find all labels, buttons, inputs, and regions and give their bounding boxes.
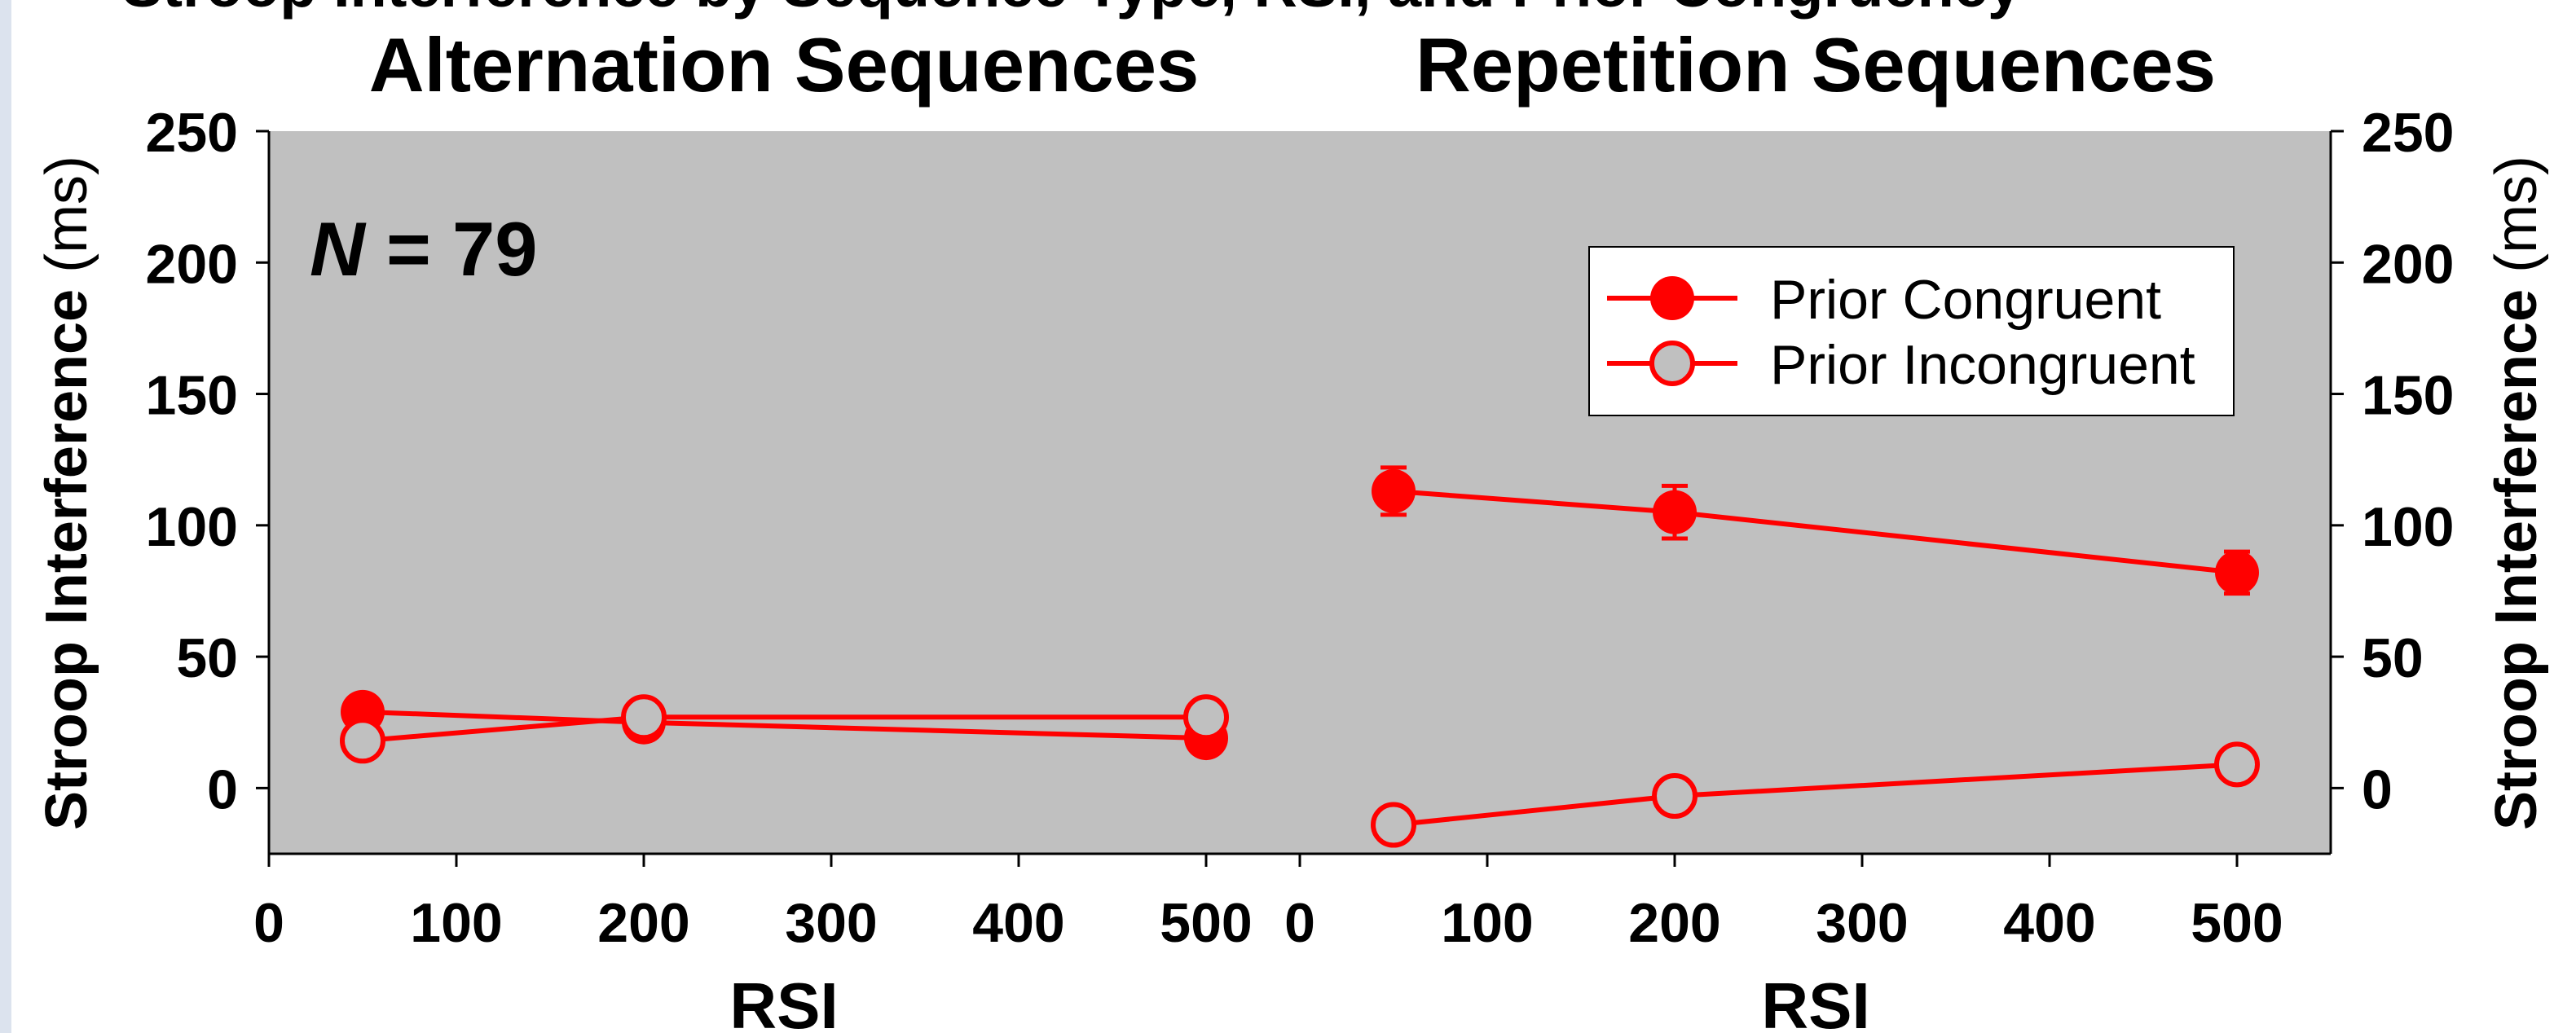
legend-label-congruent: Prior Congruent: [1770, 269, 2161, 331]
y-tick-label-left: 50: [176, 627, 238, 689]
x-tick-label-repetition: 200: [1628, 892, 1720, 954]
x-tick-label-alternation: 400: [972, 892, 1064, 954]
y-tick-label-right: 0: [2362, 758, 2393, 820]
y-tick-label-right: 50: [2362, 627, 2424, 689]
panel-title-alternation: Alternation Sequences: [369, 22, 1200, 108]
point-incongruent-alternation: [340, 718, 385, 764]
x-tick-label-alternation: 200: [597, 892, 689, 954]
y-axis-label-right: Stroop Interference (ms): [2484, 156, 2549, 830]
y-axis-label-left: Stroop Interference (ms): [34, 156, 99, 830]
n-label-italic: N: [310, 206, 367, 292]
y-tick-label-left: 200: [146, 233, 238, 295]
legend-marker-congruent: [1650, 276, 1694, 320]
x-axis-label-left: RSI: [729, 969, 838, 1033]
y-tick-label-left: 250: [146, 102, 238, 164]
point-congruent-repetition: [1372, 468, 1416, 513]
point-incongruent-repetition: [2214, 741, 2260, 788]
x-tick-label-alternation: 500: [1160, 892, 1252, 954]
x-tick-label-repetition: 100: [1441, 892, 1533, 954]
legend-box: [1588, 246, 2235, 416]
y-tick-label-right: 150: [2362, 365, 2454, 427]
y-tick-label-left: 150: [146, 365, 238, 427]
y-axis-label-left-unit: (ms): [34, 156, 99, 289]
series-layer: [340, 465, 2260, 848]
point-congruent-repetition: [2215, 550, 2259, 595]
x-tick-label-repetition: 300: [1816, 892, 1908, 954]
legend-marker-incongruent: [1649, 341, 1695, 386]
point-congruent-repetition: [1653, 490, 1697, 534]
y-tick-label-right: 250: [2362, 102, 2454, 164]
panel-title-repetition: Repetition Sequences: [1416, 22, 2216, 108]
y-tick-label-right: 100: [2362, 496, 2454, 558]
point-incongruent-alternation: [621, 694, 667, 741]
legend-label-incongruent: Prior Incongruent: [1770, 334, 2195, 396]
y-axis-label-right-unit: (ms): [2484, 156, 2549, 289]
panel-repetition-background: [1300, 131, 2331, 854]
point-incongruent-repetition: [1371, 802, 1416, 848]
y-axis-label-right-bold: Stroop Interference: [2484, 289, 2549, 830]
point-incongruent-repetition: [1652, 773, 1698, 820]
header-fragment: Stroop Interference by Sequence Type, RS…: [122, 0, 2021, 20]
n-label-rest: = 79: [365, 206, 538, 292]
point-incongruent-alternation: [1183, 694, 1229, 741]
x-tick-label-alternation: 300: [785, 892, 877, 954]
x-tick-label-repetition: 500: [2191, 892, 2283, 954]
y-tick-label-left: 100: [146, 496, 238, 558]
legend: Prior Congruent Prior Incongruent: [1588, 246, 2235, 416]
y-tick-label-right: 200: [2362, 233, 2454, 295]
y-axis-label-left-bold: Stroop Interference: [34, 289, 99, 830]
y-tick-label-left: 0: [207, 758, 238, 820]
slide-edge-strip: [0, 0, 11, 1033]
x-axis-label-right: RSI: [1761, 969, 1869, 1033]
x-tick-label-repetition: 400: [2003, 892, 2095, 954]
x-tick-label-alternation: 0: [253, 892, 284, 954]
x-tick-label-repetition: 0: [1284, 892, 1315, 954]
x-tick-label-alternation: 100: [410, 892, 502, 954]
n-label: N = 79: [310, 206, 538, 292]
